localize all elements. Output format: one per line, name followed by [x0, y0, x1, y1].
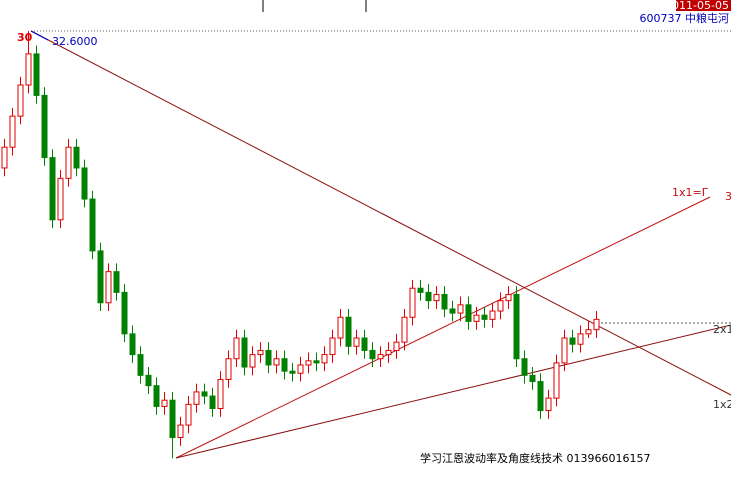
- candle-body: [465, 304, 472, 322]
- candle-body: [265, 349, 272, 366]
- candle-body: [353, 337, 360, 347]
- candle-body: [393, 341, 400, 351]
- annotation: 1x1=Γ: [672, 186, 709, 199]
- candle-body: [105, 271, 112, 304]
- candle-body: [241, 337, 248, 368]
- candle-body: [57, 177, 64, 221]
- candle-body: [497, 300, 504, 312]
- candle-body: [273, 358, 280, 366]
- candle-body: [113, 271, 120, 293]
- candle-body: [97, 250, 104, 304]
- candle-body: [401, 316, 408, 343]
- gann-line: [30, 30, 731, 396]
- candle-body: [17, 84, 24, 117]
- candle-body: [545, 397, 552, 412]
- footer: 学习江恩波动率及角度线技术 013966016157: [420, 451, 650, 465]
- candle-body: [329, 337, 336, 356]
- stock-name: 600737 中粮屯河: [640, 11, 730, 25]
- candle-body: [137, 354, 144, 376]
- candle-body: [1, 146, 8, 169]
- date-box: [676, 0, 731, 11]
- candle-body: [529, 374, 536, 383]
- candle-body: [249, 354, 256, 368]
- candle-body: [505, 293, 512, 302]
- candle-body: [417, 287, 424, 293]
- candle-body: [217, 378, 224, 409]
- candle-body: [201, 391, 208, 397]
- candle-body: [369, 349, 376, 360]
- candle-body: [457, 304, 464, 314]
- candle-body: [521, 358, 528, 376]
- candle-body: [49, 157, 56, 221]
- candle-body: [585, 329, 592, 335]
- candle-body: [81, 167, 88, 200]
- candle-body: [313, 360, 320, 364]
- candle-body: [433, 293, 440, 302]
- candle-body: [209, 395, 216, 409]
- candle-body: [193, 391, 200, 405]
- candle-body: [361, 337, 368, 351]
- candle-body: [281, 358, 288, 372]
- candle-body: [153, 385, 160, 407]
- candle-body: [337, 316, 344, 339]
- gann-line: [175, 196, 711, 459]
- candle-body: [569, 337, 576, 345]
- candle-body: [33, 53, 40, 96]
- candle-body: [25, 53, 32, 86]
- candle-body: [409, 287, 416, 318]
- candle-body: [489, 310, 496, 320]
- candle-body: [289, 370, 296, 374]
- candle-body: [441, 293, 448, 310]
- candle-body: [537, 381, 544, 412]
- candle-body: [345, 316, 352, 347]
- candle-body: [513, 293, 520, 360]
- candle-body: [41, 94, 48, 159]
- candle-body: [553, 362, 560, 399]
- candle-body: [65, 146, 72, 179]
- candle-body: [377, 354, 384, 360]
- date: 2011-05-05: [665, 0, 729, 12]
- candle-body: [177, 424, 184, 439]
- candle-body: [121, 291, 128, 335]
- candle-body: [9, 115, 16, 148]
- candle-body: [473, 314, 480, 322]
- candle-body: [185, 403, 192, 426]
- candle-body: [449, 308, 456, 314]
- peak-marker: 30: [17, 31, 33, 44]
- peak-pointer: [30, 30, 49, 41]
- candle-body: [161, 399, 168, 407]
- candle-body: [425, 291, 432, 302]
- candle-body: [73, 146, 80, 169]
- candle-body: [297, 364, 304, 374]
- candle-body: [145, 374, 152, 387]
- candle-body: [225, 358, 232, 380]
- annotation: 1x2: [713, 398, 731, 411]
- candle-body: [257, 349, 264, 356]
- candle-body: [321, 354, 328, 364]
- gann-line: [175, 324, 731, 459]
- annotation: 3: [725, 190, 731, 203]
- candle-body: [593, 318, 600, 331]
- candle-body: [169, 399, 176, 439]
- candle-body: [577, 333, 584, 345]
- candle-body: [385, 349, 392, 356]
- candle-body: [481, 314, 488, 320]
- peak-price: 32.6000: [52, 35, 98, 48]
- candle-body: [89, 198, 96, 252]
- annotation: 2x1: [713, 323, 731, 336]
- candle-body: [561, 337, 568, 364]
- candle-body: [305, 360, 312, 366]
- candle-body: [129, 333, 136, 356]
- candle-body: [233, 337, 240, 360]
